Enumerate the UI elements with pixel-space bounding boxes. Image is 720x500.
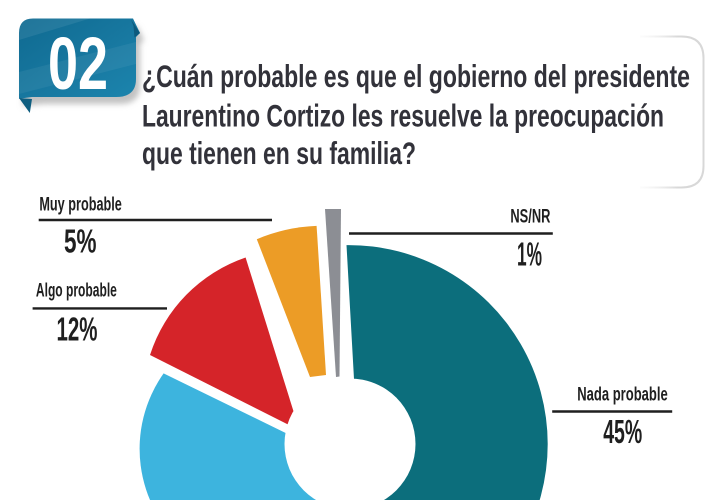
svg-text:Nada probable: Nada probable xyxy=(577,385,668,406)
svg-text:Algo probable: Algo probable xyxy=(36,281,117,302)
svg-text:Muy probable: Muy probable xyxy=(39,195,122,216)
svg-text:45%: 45% xyxy=(603,413,642,450)
svg-text:5%: 5% xyxy=(64,223,97,260)
svg-text:12%: 12% xyxy=(57,311,98,348)
svg-text:02: 02 xyxy=(48,22,108,105)
svg-text:que tienen en su familia?: que tienen en su familia? xyxy=(142,135,416,171)
svg-text:¿Cuán probable es que el gobie: ¿Cuán probable es que el gobierno del pr… xyxy=(142,58,690,94)
svg-text:Laurentino Cortizo les resuelv: Laurentino Cortizo les resuelve la preoc… xyxy=(142,98,664,134)
svg-text:1%: 1% xyxy=(517,236,542,273)
svg-text:NS/NR: NS/NR xyxy=(510,207,550,228)
